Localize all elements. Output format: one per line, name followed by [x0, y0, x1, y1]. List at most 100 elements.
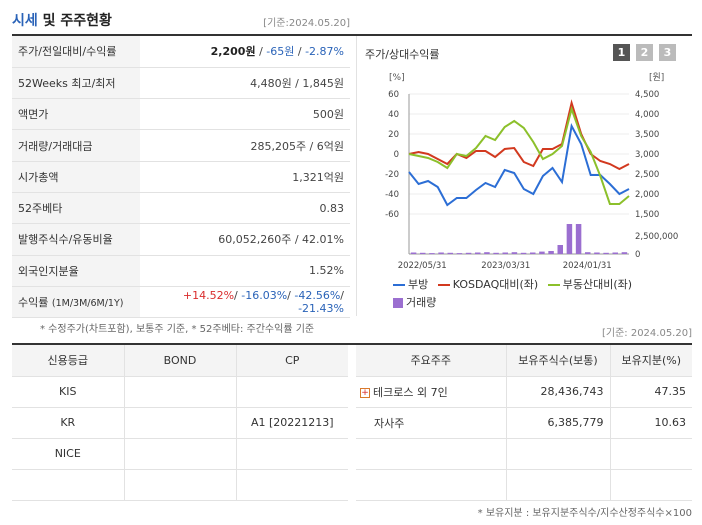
row-value: 1,321억원: [140, 161, 350, 193]
row-label: 외국인지분율: [12, 255, 140, 287]
table-cell: 10.63: [610, 407, 692, 439]
volume-bar: [575, 224, 582, 254]
chart-page-2-button[interactable]: 2: [636, 44, 653, 61]
row-value: 4,480원 / 1,845원: [140, 67, 350, 100]
right-tick-label: 3,000: [635, 150, 659, 160]
row-value: 285,205주 / 6억원: [140, 129, 350, 162]
table-cell: [610, 469, 692, 501]
chart-page-1-button[interactable]: 1: [613, 44, 630, 61]
volume-bar: [475, 252, 481, 254]
title-rest: 및 주주현황: [37, 13, 112, 29]
right-tick-label: 1,500: [635, 210, 659, 220]
row-label: 수익률 (1M/3M/6M/1Y): [12, 286, 140, 319]
volume-bar: [502, 252, 508, 254]
chart-page-3-button[interactable]: 3: [659, 44, 676, 61]
shareholder-name[interactable]: + 테크로스 외 7인: [356, 376, 507, 408]
right-tick-label: 3,500: [635, 130, 659, 140]
left-tick-label: -20: [385, 170, 399, 180]
row-value: 0.83: [140, 192, 350, 225]
series-line-1: [408, 122, 630, 207]
chart-title: 주가/상대수익률: [365, 48, 440, 61]
table-cell: [124, 469, 237, 501]
volume-tick-label: 0: [635, 250, 640, 260]
table-cell: [506, 438, 611, 470]
table-cell: [236, 469, 348, 501]
section-header: 시세 및 주주현황 [기준:2024.05.20]: [12, 10, 350, 32]
right-tick-label: 2,000: [635, 190, 659, 200]
mid-divider: [12, 343, 692, 345]
volume-bar: [585, 252, 591, 254]
top-divider: [12, 34, 692, 36]
left-tick-label: 40: [388, 110, 399, 120]
row-value: 1.52%: [140, 255, 350, 287]
column-header: 주요주주: [356, 345, 507, 377]
right-axis-unit: [원]: [649, 72, 664, 83]
table-row: 거래량/거래대금 285,205주 / 6억원: [12, 129, 350, 162]
footnote-holding: * 보유지분 : 보유지분주식수/지수산정주식수×100: [477, 508, 692, 519]
base-date-2: [기준: 2024.05.20]: [601, 328, 692, 339]
x-tick-label: 2024/01/31: [563, 261, 612, 271]
volume-bar: [557, 245, 563, 254]
table-cell: [610, 438, 692, 470]
table-cell: [236, 376, 348, 408]
volume-tick-label: 2,500,000: [635, 232, 678, 242]
volume-bar: [621, 252, 628, 254]
return-values: +14.52%/ -16.03%/ -42.56%/ -21.43%: [140, 286, 350, 319]
table-cell: NICE: [12, 438, 125, 470]
footnote-quote: * 수정주가(차트포함), 보통주 기준, * 52주베타: 주간수익률 기준: [40, 324, 315, 335]
volume-bar: [539, 251, 545, 254]
major-shareholders-table: 주요주주 보유주식수(보통) 보유지분(%) + 테크로스 외 7인 28,436…: [356, 345, 692, 501]
table-cell: 28,436,743: [506, 376, 611, 408]
chart-legend: 부방 KOSDAQ대비(좌) 부동산대비(좌) 거래량: [393, 276, 638, 310]
price-change-value: 2,200원 / -65원 / -2.87%: [140, 36, 350, 68]
column-header: 보유지분(%): [610, 345, 692, 377]
row-value: 60,052,260주 / 42.01%: [140, 223, 350, 256]
relative-return-chart: [%] [원] 60 40 20 0 -20 -40 -60 4,500 4,000 3,500 3,0…: [385, 72, 678, 271]
volume-bar: [511, 252, 518, 254]
row-label: 거래량/거래대금: [12, 129, 140, 162]
row-label: 52주베타: [12, 192, 140, 225]
title-highlight: 시세: [12, 13, 38, 29]
right-tick-label: 2,500: [635, 170, 659, 180]
legend-item-kosdaq: KOSDAQ대비(좌): [437, 276, 538, 292]
volume-bar: [447, 252, 453, 254]
table-header-row: 신용등급 BOND CP: [12, 345, 348, 377]
table-row: KR A1 [20221213]: [12, 407, 348, 439]
volume-bar: [566, 224, 573, 254]
shareholder-name: 자사주: [356, 407, 507, 439]
table-row: 52주베타 0.83: [12, 192, 350, 225]
legend-item-volume: 거래량: [393, 294, 436, 310]
left-tick-label: 20: [388, 130, 399, 140]
base-date: [기준:2024.05.20]: [263, 18, 350, 29]
table-row: 주가/전일대비/수익률 2,200원 / -65원 / -2.87%: [12, 36, 350, 68]
row-label: 액면가: [12, 98, 140, 131]
right-tick-label: 4,000: [635, 110, 659, 120]
left-axis-unit: [%]: [389, 73, 405, 83]
chart-panel: 주가/상대수익률 1 2 3 [%] [원] 60 40 20 0 -20 -40 -60 4,5…: [356, 36, 692, 316]
volume-bar: [493, 252, 499, 254]
volume-bar: [612, 252, 618, 254]
volume-bar: [594, 252, 600, 254]
left-tick-label: -60: [385, 210, 399, 220]
table-cell: [356, 469, 507, 501]
volume-bar: [465, 252, 472, 254]
table-cell: [124, 438, 237, 470]
volume-bar: [456, 253, 463, 255]
expand-plus-icon[interactable]: +: [360, 387, 370, 398]
volume-bar: [603, 252, 609, 254]
legend-item-realestate: 부동산대비(좌): [547, 276, 632, 292]
left-tick-label: -40: [385, 190, 399, 200]
table-row: + 테크로스 외 7인 28,436,743 47.35: [356, 376, 692, 408]
volume-bar: [429, 253, 435, 255]
table-cell: A1 [20221213]: [236, 407, 348, 439]
table-row: [12, 469, 348, 501]
volume-bar: [410, 252, 417, 254]
table-cell: [236, 438, 348, 470]
credit-rating-table: 신용등급 BOND CP KIS KR A1 [20221213] NICE: [12, 345, 348, 501]
table-cell: KIS: [12, 376, 125, 408]
column-header: 신용등급: [12, 345, 125, 377]
volume-bar: [520, 252, 527, 254]
volume-bar: [530, 252, 536, 254]
table-header-row: 주요주주 보유주식수(보통) 보유지분(%): [356, 345, 692, 377]
table-row: 외국인지분율 1.52%: [12, 255, 350, 287]
